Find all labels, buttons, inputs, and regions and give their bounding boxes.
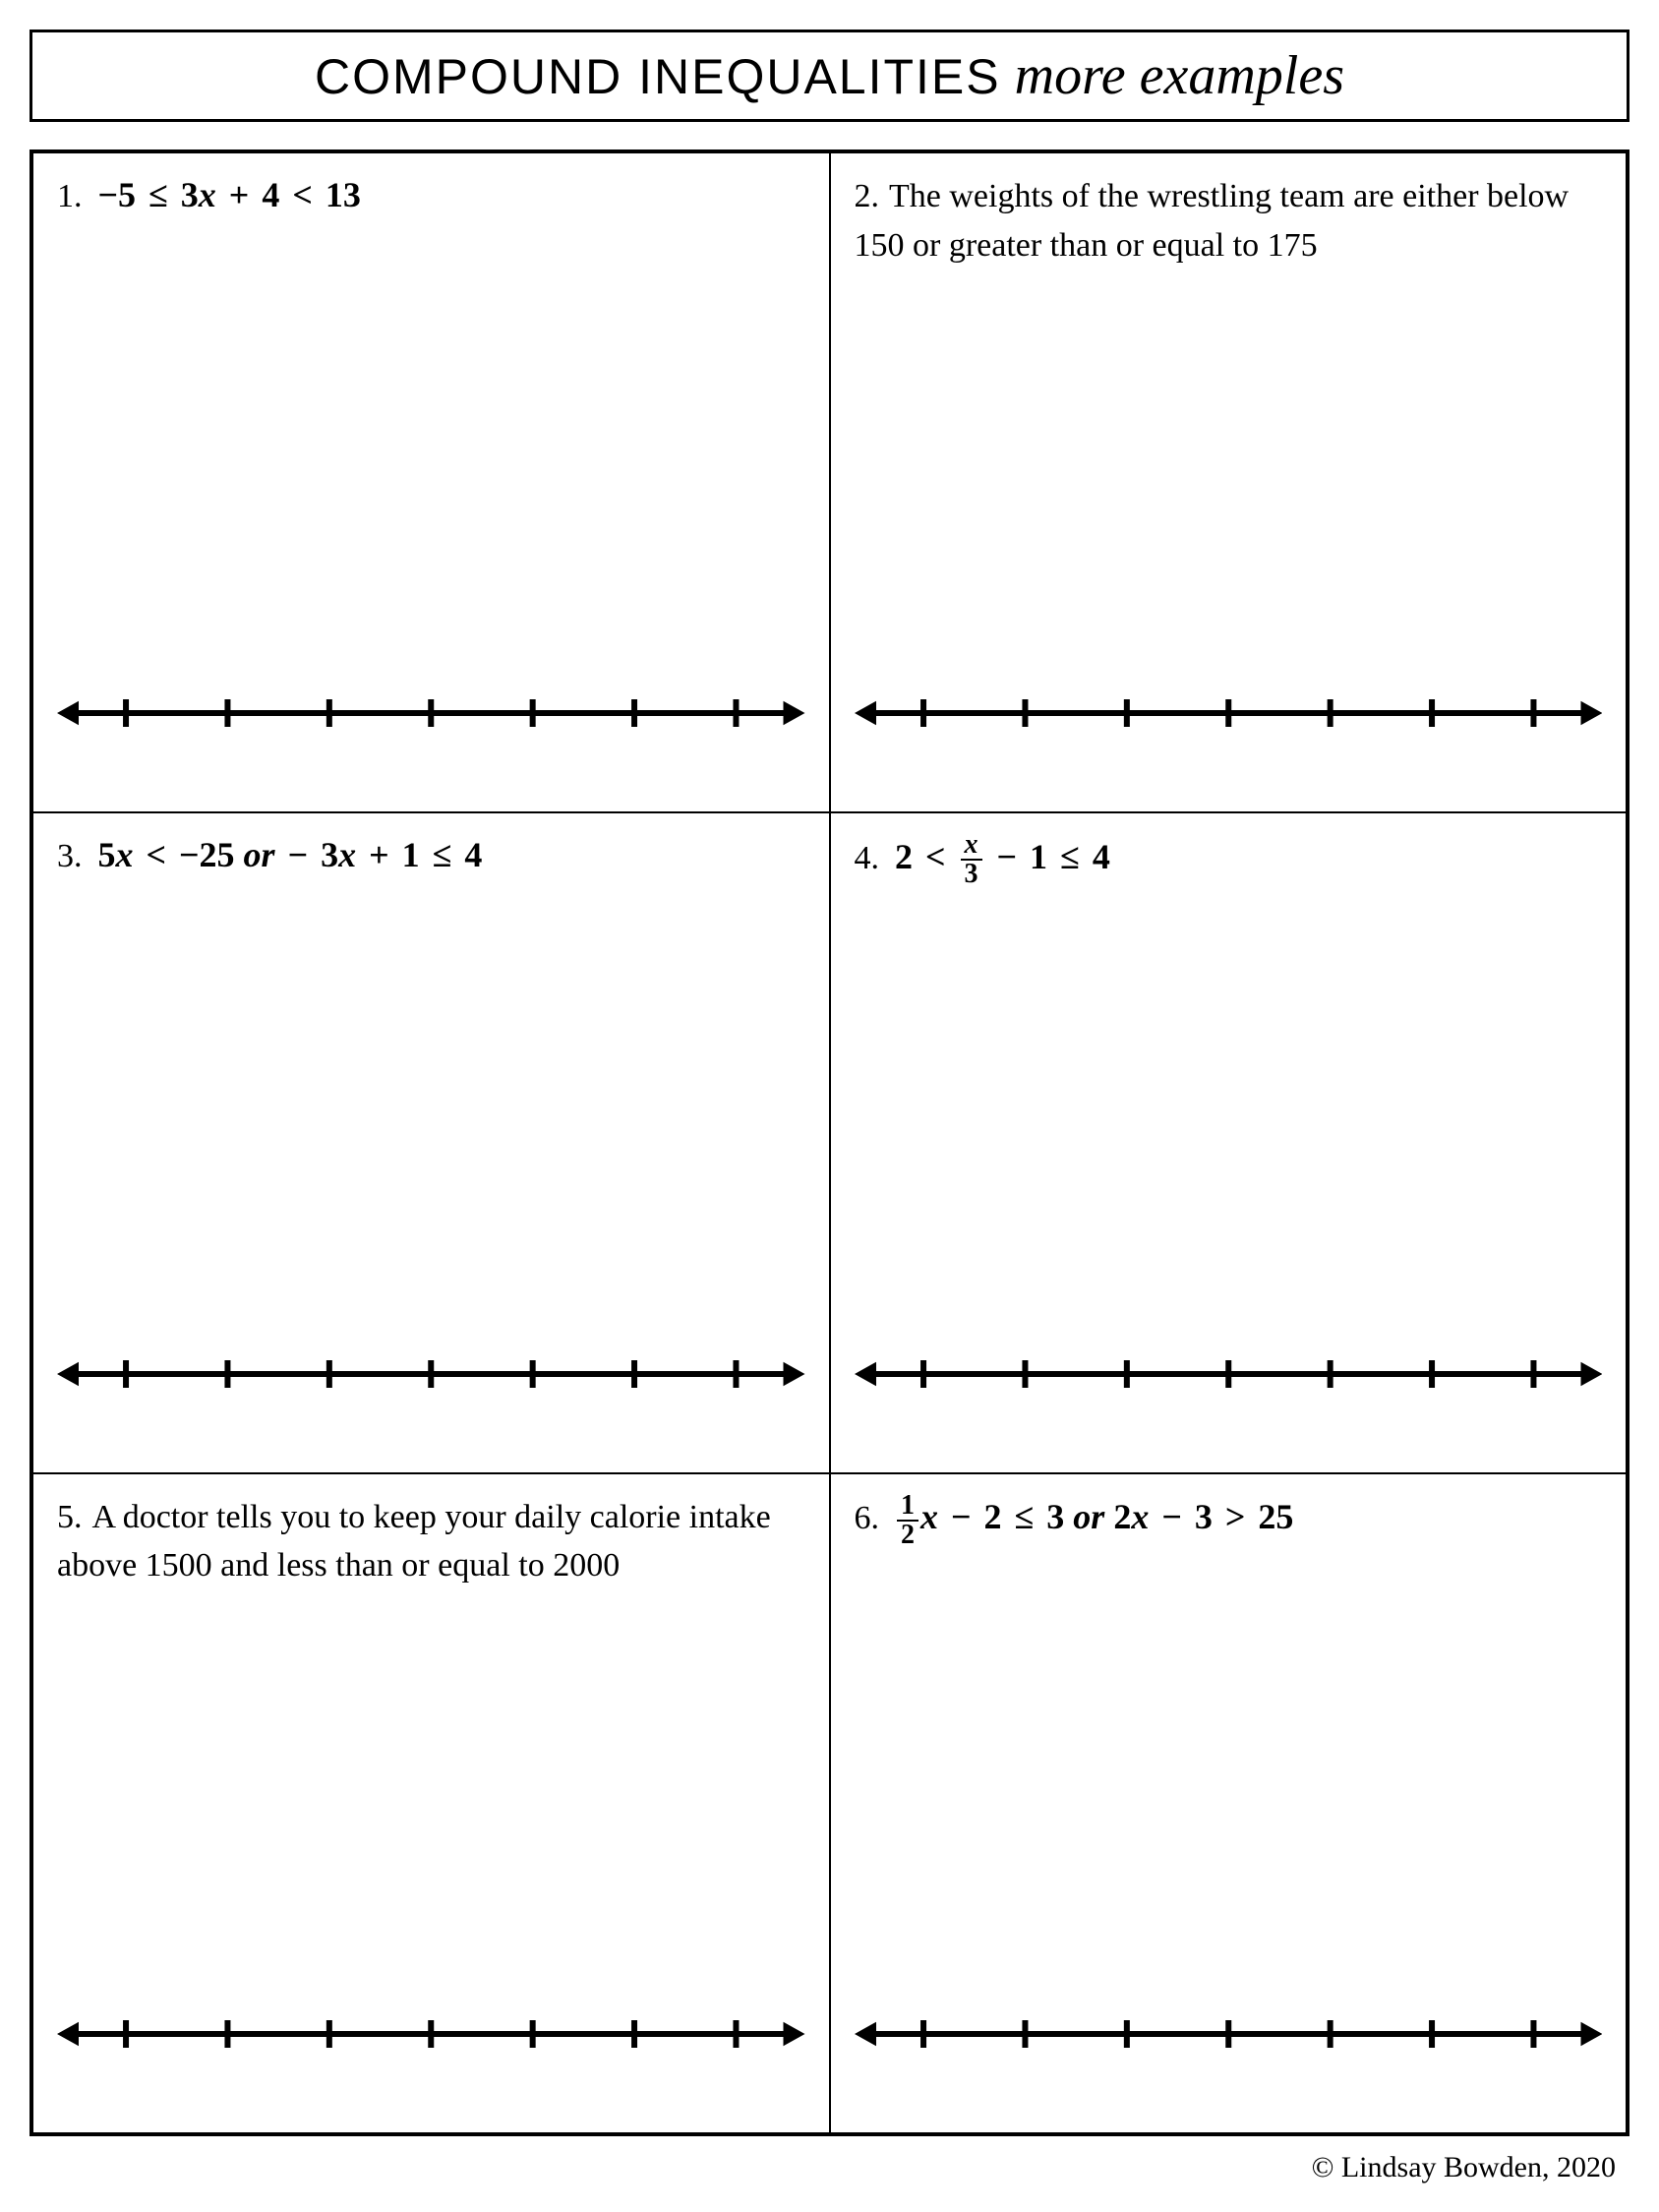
numberline — [57, 688, 805, 743]
problem-number: 3. — [57, 838, 83, 874]
word-problem: The weights of the wrestling team are ei… — [855, 178, 1570, 264]
numberline — [57, 1349, 805, 1404]
problem-cell: 3. 5x < −25 or − 3x + 1 ≤ 4 — [32, 812, 830, 1472]
problem-cell: 2. The weights of the wrestling team are… — [830, 152, 1628, 812]
problem-number: 1. — [57, 178, 83, 214]
numberline — [855, 2009, 1603, 2063]
numberline — [855, 1349, 1603, 1404]
problem-number: 2. — [855, 178, 880, 214]
problem-text: 1. −5 ≤ 3x + 4 < 13 — [57, 171, 805, 219]
numberline — [855, 688, 1603, 743]
copyright: © Lindsay Bowden, 2020 — [1312, 2151, 1616, 2184]
math-expression: 5x < −25 or − 3x + 1 ≤ 4 — [98, 835, 483, 874]
math-expression: 12x − 2 ≤ 3 or 2x − 3 > 25 — [895, 1497, 1293, 1536]
problem-cell: 5. A doctor tells you to keep your daily… — [32, 1473, 830, 2133]
problem-text: 2. The weights of the wrestling team are… — [855, 171, 1603, 269]
problem-number: 5. — [57, 1499, 83, 1535]
title-main: COMPOUND INEQUALITIES — [315, 49, 1001, 104]
problem-text: 3. 5x < −25 or − 3x + 1 ≤ 4 — [57, 831, 805, 879]
problem-cell: 6. 12x − 2 ≤ 3 or 2x − 3 > 25 — [830, 1473, 1628, 2133]
problem-cell: 1. −5 ≤ 3x + 4 < 13 — [32, 152, 830, 812]
problems-grid: 1. −5 ≤ 3x + 4 < 13 2. The weights of the… — [30, 149, 1629, 2136]
problem-text: 5. A doctor tells you to keep your daily… — [57, 1492, 805, 1589]
problem-text: 6. 12x − 2 ≤ 3 or 2x − 3 > 25 — [855, 1492, 1603, 1549]
problem-cell: 4. 2 < x3 − 1 ≤ 4 — [830, 812, 1628, 1472]
title-box: COMPOUND INEQUALITIES more examples — [30, 30, 1629, 122]
math-expression: 2 < x3 − 1 ≤ 4 — [895, 837, 1110, 876]
numberline — [57, 2009, 805, 2063]
math-expression: −5 ≤ 3x + 4 < 13 — [98, 175, 361, 214]
problem-text: 4. 2 < x3 − 1 ≤ 4 — [855, 831, 1603, 888]
problem-number: 6. — [855, 1500, 880, 1536]
title-sub: more examples — [1015, 45, 1344, 106]
problem-number: 4. — [855, 840, 880, 876]
word-problem: A doctor tells you to keep your daily ca… — [57, 1499, 771, 1584]
